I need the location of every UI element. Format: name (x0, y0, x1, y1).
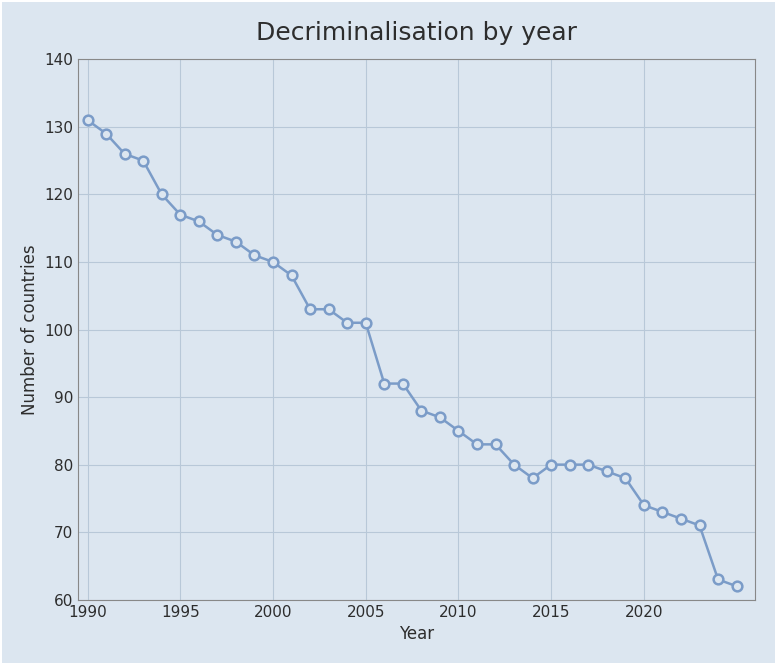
Title: Decriminalisation by year: Decriminalisation by year (256, 21, 577, 45)
X-axis label: Year: Year (399, 625, 435, 643)
Y-axis label: Number of countries: Number of countries (21, 244, 39, 415)
